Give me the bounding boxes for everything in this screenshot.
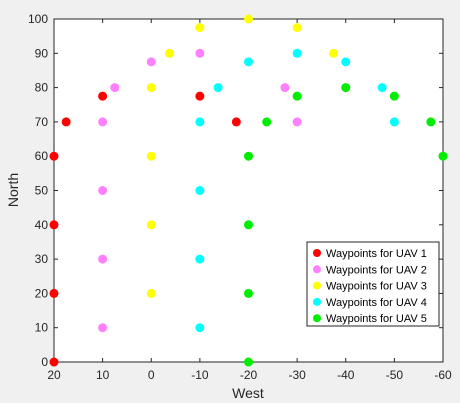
series-uav-2 — [98, 48, 302, 333]
data-points — [49, 14, 448, 367]
data-point — [292, 117, 302, 127]
data-point — [49, 151, 59, 161]
y-tick-label: 80 — [35, 81, 49, 95]
data-point — [389, 117, 399, 127]
x-tick-label: -60 — [434, 368, 452, 382]
data-point — [195, 23, 205, 33]
data-point — [164, 48, 174, 58]
data-point — [195, 91, 205, 101]
y-tick-labels: 0 10 20 30 40 50 60 70 80 90 100 — [28, 12, 48, 369]
legend-label: Waypoints for UAV 1 — [326, 248, 427, 260]
data-point — [146, 151, 156, 161]
data-point — [146, 220, 156, 230]
data-point — [438, 151, 448, 161]
legend: Waypoints for UAV 1 Waypoints for UAV 2 Wa… — [306, 241, 440, 327]
data-point — [146, 57, 156, 67]
data-point — [195, 48, 205, 58]
data-point — [213, 83, 223, 93]
y-tick-label: 30 — [35, 252, 49, 266]
legend-marker — [313, 249, 321, 257]
legend-label: Waypoints for UAV 3 — [326, 281, 427, 293]
series-uav-5 — [244, 83, 448, 367]
data-point — [195, 254, 205, 264]
y-tick-label: 50 — [35, 184, 49, 198]
y-tick-label: 20 — [35, 286, 49, 300]
data-point — [426, 117, 436, 127]
series-uav-3 — [146, 14, 339, 298]
x-tick-label: -40 — [337, 368, 355, 382]
x-tick-label: -30 — [288, 368, 306, 382]
legend-label: Waypoints for UAV 5 — [326, 313, 427, 325]
data-point — [146, 83, 156, 93]
y-tick-label: 70 — [35, 115, 49, 129]
data-point — [195, 186, 205, 195]
data-point — [329, 48, 339, 58]
data-point — [146, 288, 156, 298]
series-uav-4 — [195, 48, 399, 333]
data-point — [244, 220, 253, 230]
y-tick-label: 40 — [35, 218, 49, 232]
x-tick-label: 20 — [47, 368, 61, 382]
data-point — [244, 151, 253, 161]
data-point — [341, 57, 351, 67]
x-tick-label: -10 — [191, 368, 209, 382]
data-point — [262, 117, 272, 127]
x-tick-label: -20 — [240, 368, 258, 382]
data-point — [195, 323, 205, 333]
y-tick-label: 100 — [28, 12, 48, 26]
legend-marker — [313, 314, 321, 323]
y-axis-title: North — [5, 173, 21, 207]
data-point — [389, 91, 399, 101]
data-point — [292, 48, 302, 58]
y-tick-label: 10 — [35, 321, 49, 335]
legend-label: Waypoints for UAV 4 — [326, 297, 427, 309]
x-axis-title: West — [232, 385, 264, 401]
data-point — [98, 91, 108, 101]
data-point — [98, 186, 108, 195]
data-point — [231, 117, 241, 127]
legend-marker — [313, 265, 321, 274]
data-point — [292, 23, 302, 33]
x-tick-label: 0 — [148, 368, 155, 382]
x-tick-label: 10 — [96, 368, 110, 382]
data-point — [244, 357, 253, 367]
y-tick-label: 60 — [35, 149, 49, 163]
data-point — [244, 14, 253, 24]
data-point — [61, 117, 71, 127]
data-point — [110, 83, 120, 93]
legend-label: Waypoints for UAV 2 — [326, 264, 427, 276]
data-point — [195, 117, 205, 127]
data-point — [98, 254, 108, 264]
y-tick-label: 0 — [41, 355, 48, 369]
data-point — [49, 357, 59, 367]
data-point — [49, 288, 59, 298]
x-tick-labels: 20 10 0 -10 -20 -30 -40 -50 -60 — [47, 368, 452, 382]
data-point — [292, 91, 302, 101]
x-tick-label: -50 — [386, 368, 404, 382]
data-point — [280, 83, 290, 93]
legend-box — [306, 241, 440, 327]
y-tick-label: 90 — [35, 46, 49, 60]
data-point — [49, 220, 59, 230]
data-point — [377, 83, 387, 93]
legend-marker — [313, 281, 321, 290]
data-point — [98, 117, 108, 127]
legend-marker — [313, 297, 321, 306]
data-point — [98, 323, 108, 333]
series-uav-1 — [49, 91, 241, 367]
data-point — [244, 57, 253, 67]
data-point — [244, 288, 253, 298]
data-point — [341, 83, 351, 93]
